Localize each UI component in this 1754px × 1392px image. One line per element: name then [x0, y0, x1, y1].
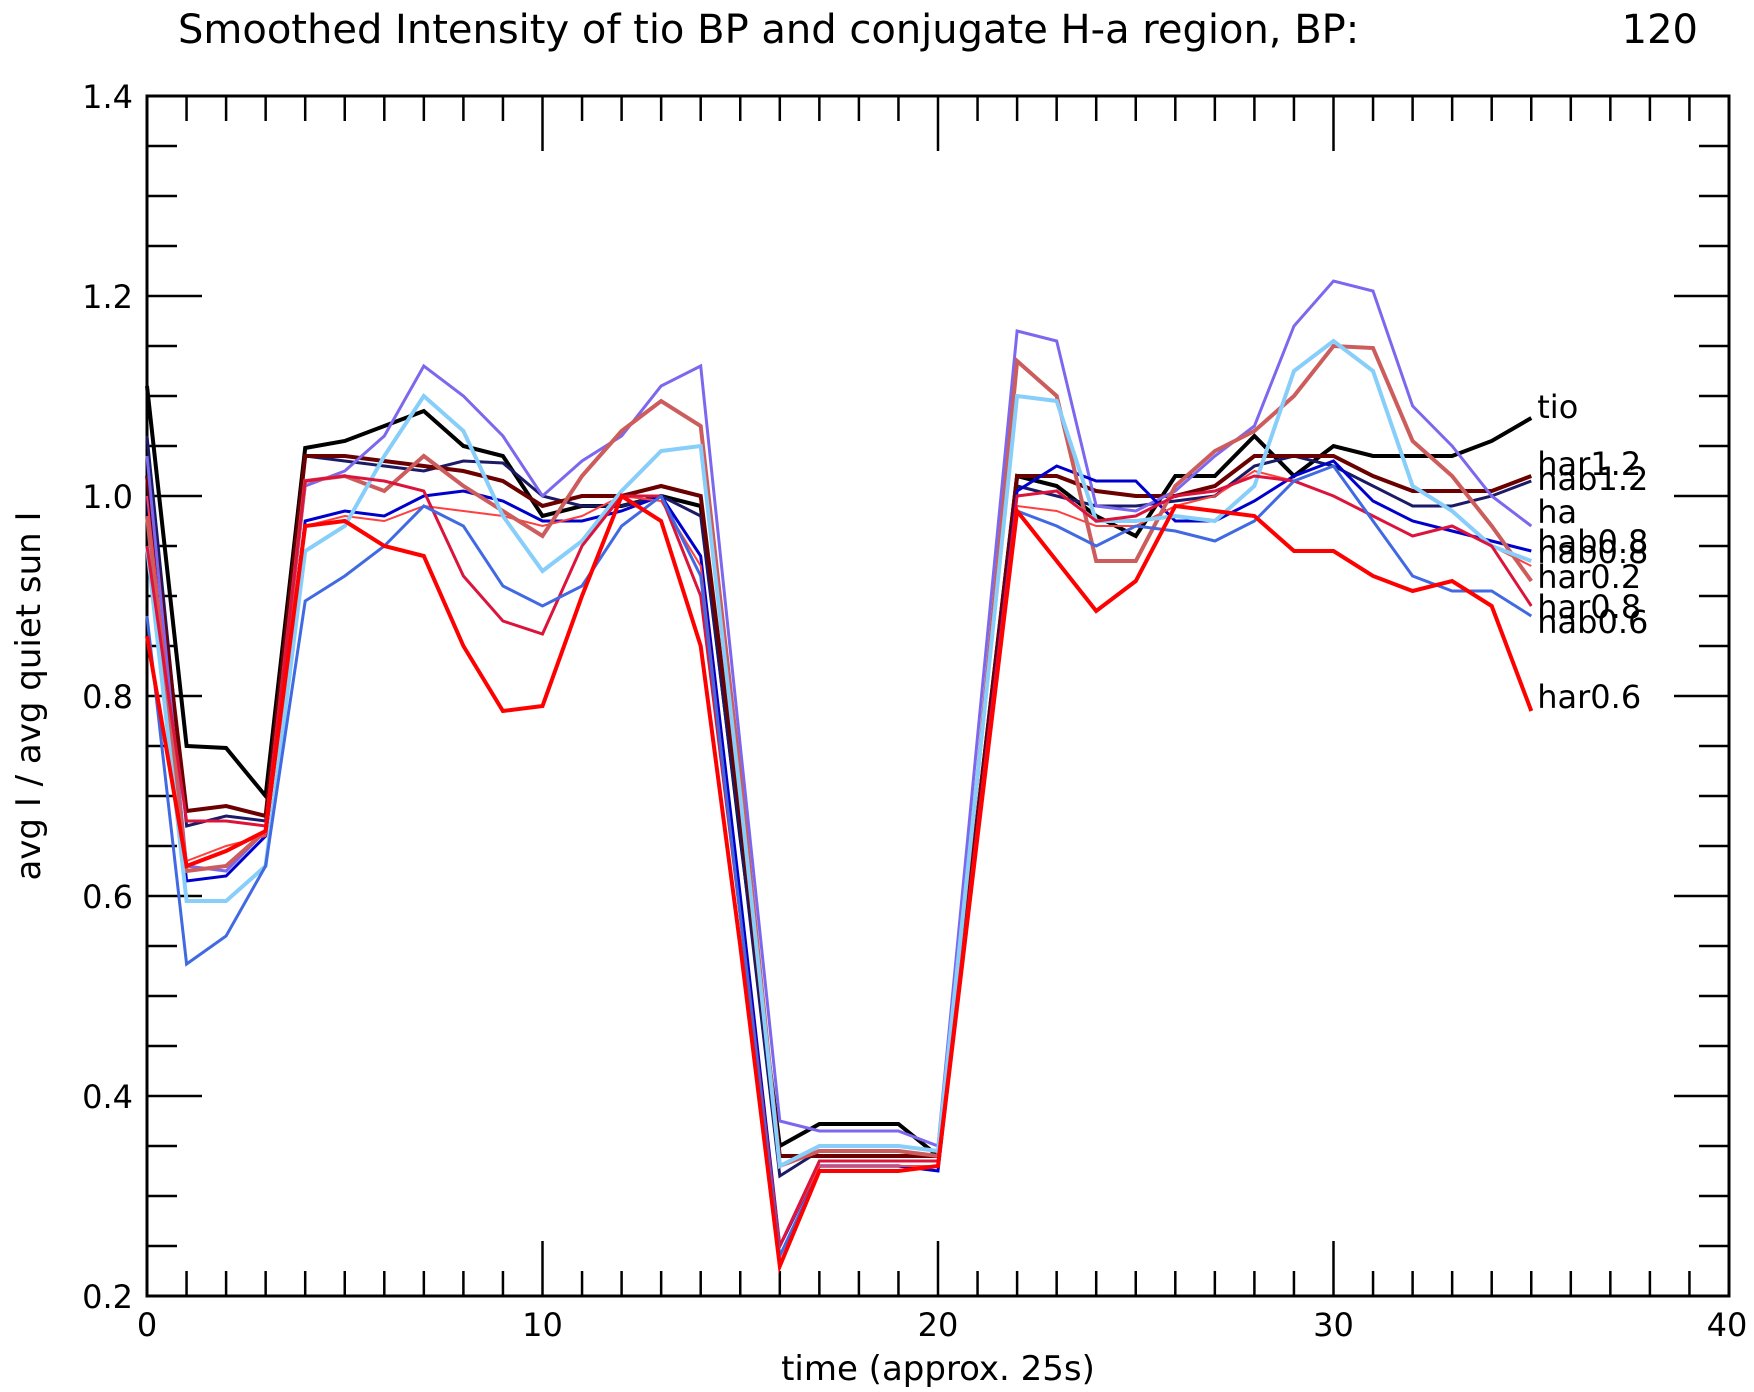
series-end-label: har0.8 [1537, 588, 1641, 626]
series-line-hab0-6 [145, 464, 1533, 1262]
y-tick-labels: 0.2 0.4 0.6 0.8 1.0 1.2 1.4 [82, 78, 133, 1316]
x-tick-label: 0 [137, 1306, 157, 1344]
x-tick-label: 30 [1313, 1306, 1354, 1344]
series-end-labels: tiohar1.2hab1.2hahab0.8hab0.8har0.2har0.… [1537, 388, 1648, 716]
chart-title-text: Smoothed Intensity of tio BP and conjuga… [178, 7, 1359, 53]
y-tick-label: 0.8 [82, 678, 133, 716]
series-end-label: har0.2 [1537, 558, 1641, 596]
series-end-label: ha [1537, 493, 1577, 531]
series-line-har0-2 [145, 343, 1533, 1169]
series-line-har0-4 [145, 474, 1533, 1252]
x-tick-labels: 0 10 20 30 40 [137, 1306, 1748, 1344]
series-end-label: har1.2 [1537, 445, 1641, 483]
y-tick-label: 1.2 [82, 278, 133, 316]
chart-title-value: 120 [1622, 7, 1698, 53]
y-tick-label: 0.2 [82, 1278, 133, 1316]
series-line-har0-6 [145, 493, 1534, 1274]
x-axis-label: time (approx. 25s) [781, 1349, 1095, 1389]
y-axis-label: avg I / avg quiet sun I [9, 511, 49, 880]
chart-title: Smoothed Intensity of tio BP and conjuga… [178, 7, 1698, 53]
series-end-label: tio [1537, 388, 1578, 426]
plot-frame [145, 94, 1731, 1298]
series-line-tio [145, 385, 1533, 1160]
x-tick-label: 10 [522, 1306, 563, 1344]
x-tick-label: 40 [1707, 1306, 1748, 1344]
y-tick-label: 0.4 [82, 1078, 133, 1116]
minor-ticks [147, 96, 1729, 1296]
y-tick-label: 1.0 [82, 478, 133, 516]
series-line-ha [145, 279, 1533, 1149]
series-line-hab0-2 [145, 338, 1533, 1170]
series-end-label: hab0.8 [1537, 523, 1648, 561]
series-line-hab0-8 [145, 459, 1532, 1252]
series-end-label: hab0.6 [1537, 603, 1648, 641]
x-tick-label: 20 [918, 1306, 959, 1344]
series-end-label: har0.6 [1537, 678, 1641, 716]
y-tick-label: 1.4 [82, 78, 133, 116]
series-line-har1-2 [145, 454, 1533, 1158]
y-tick-label: 0.6 [82, 878, 133, 916]
major-ticks [145, 94, 1731, 1298]
series-lines [145, 279, 1534, 1274]
series-end-label: hab0.8 [1537, 533, 1648, 571]
series-line-hab1-2 [145, 435, 1532, 1179]
series-end-label: hab1.2 [1537, 460, 1648, 498]
